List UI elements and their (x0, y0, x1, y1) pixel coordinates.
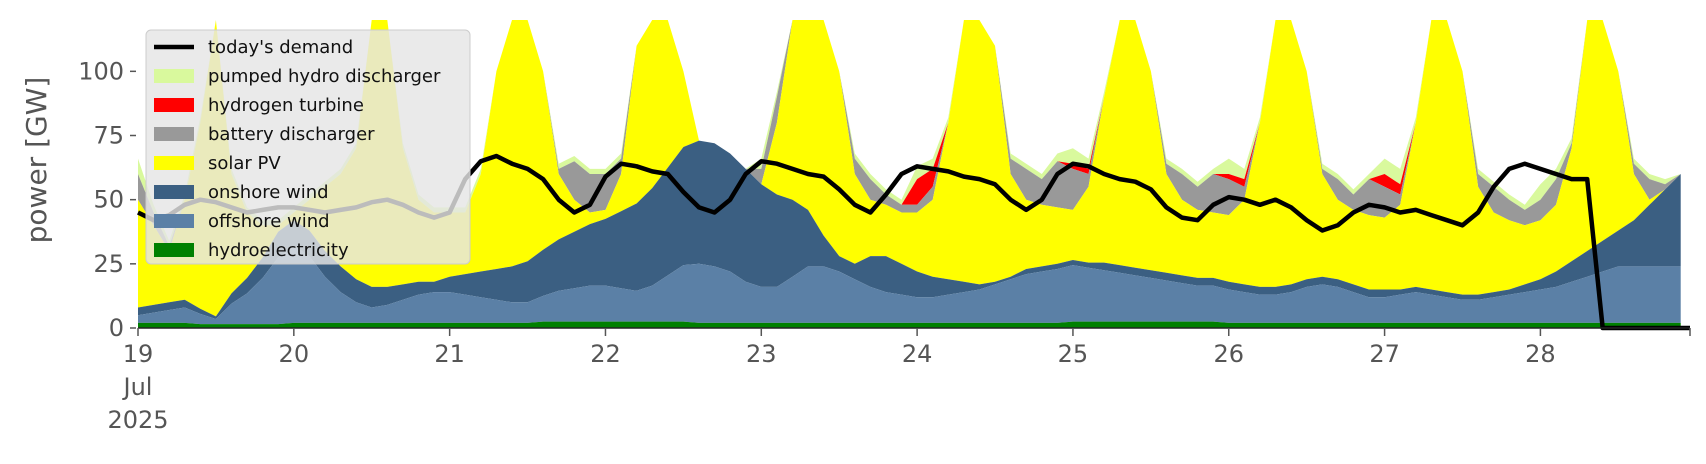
legend-swatch (154, 69, 194, 83)
area-hydroelectricity (138, 321, 1681, 328)
legend-label: solar PV (208, 153, 281, 174)
x-tick-label: 23 (746, 340, 777, 368)
legend-label: offshore wind (208, 211, 330, 232)
legend-swatch (154, 185, 194, 199)
x-tick-label: Jul (122, 373, 153, 401)
legend: today's demand pumped hydro discharger hyd… (145, 29, 471, 265)
legend-entry: solar PV (154, 153, 281, 174)
area-layers (138, 20, 1681, 328)
legend-label: hydrogen turbine (208, 95, 364, 116)
axes: 0 25 50 75 100 19 Jul 2025 20 21 22 23 24 25 26 27 28 (78, 57, 1691, 434)
legend-entry: today's demand (154, 37, 353, 58)
area-solar-pv (138, 20, 1681, 317)
legend-label: today's demand (208, 37, 353, 58)
legend-swatch (154, 243, 194, 257)
y-tick-label: 100 (78, 57, 124, 85)
x-tick-label: 20 (279, 340, 310, 368)
legend-label: hydroelectricity (208, 240, 349, 261)
y-tick-label: 25 (93, 250, 124, 278)
legend-entry: pumped hydro discharger (154, 66, 441, 87)
y-tick-label: 0 (109, 314, 124, 342)
legend-entry: hydroelectricity (154, 240, 349, 261)
x-tick-label: 24 (902, 340, 933, 368)
x-tick-label: 27 (1369, 340, 1400, 368)
legend-box (145, 29, 471, 265)
x-tick-label: 28 (1525, 340, 1556, 368)
legend-label: pumped hydro discharger (208, 66, 441, 87)
legend-entry: onshore wind (154, 182, 329, 203)
x-tick-label: 22 (590, 340, 621, 368)
area-offshore-wind (138, 245, 1681, 325)
legend-entry: battery discharger (154, 124, 375, 145)
x-tick-label: 19 (123, 340, 154, 368)
legend-swatch (154, 98, 194, 112)
y-tick-label: 75 (93, 122, 124, 150)
y-tick-label: 50 (93, 186, 124, 214)
area-battery-discharger (138, 20, 1681, 251)
legend-label: onshore wind (208, 182, 329, 203)
legend-swatch (154, 214, 194, 228)
x-tick-label: 2025 (107, 406, 168, 434)
area-onshore-wind (138, 140, 1681, 319)
y-axis-label: power [GW] (20, 77, 53, 244)
area-hydrogen-turbine (138, 20, 1681, 246)
legend-swatch (154, 127, 194, 141)
x-tick-label: 21 (434, 340, 465, 368)
x-tick-label: 25 (1058, 340, 1089, 368)
legend-entry: hydrogen turbine (154, 95, 364, 116)
legend-entry: offshore wind (154, 211, 330, 232)
legend-label: battery discharger (208, 124, 375, 145)
legend-swatch (154, 156, 194, 170)
x-tick-label: 26 (1213, 340, 1244, 368)
